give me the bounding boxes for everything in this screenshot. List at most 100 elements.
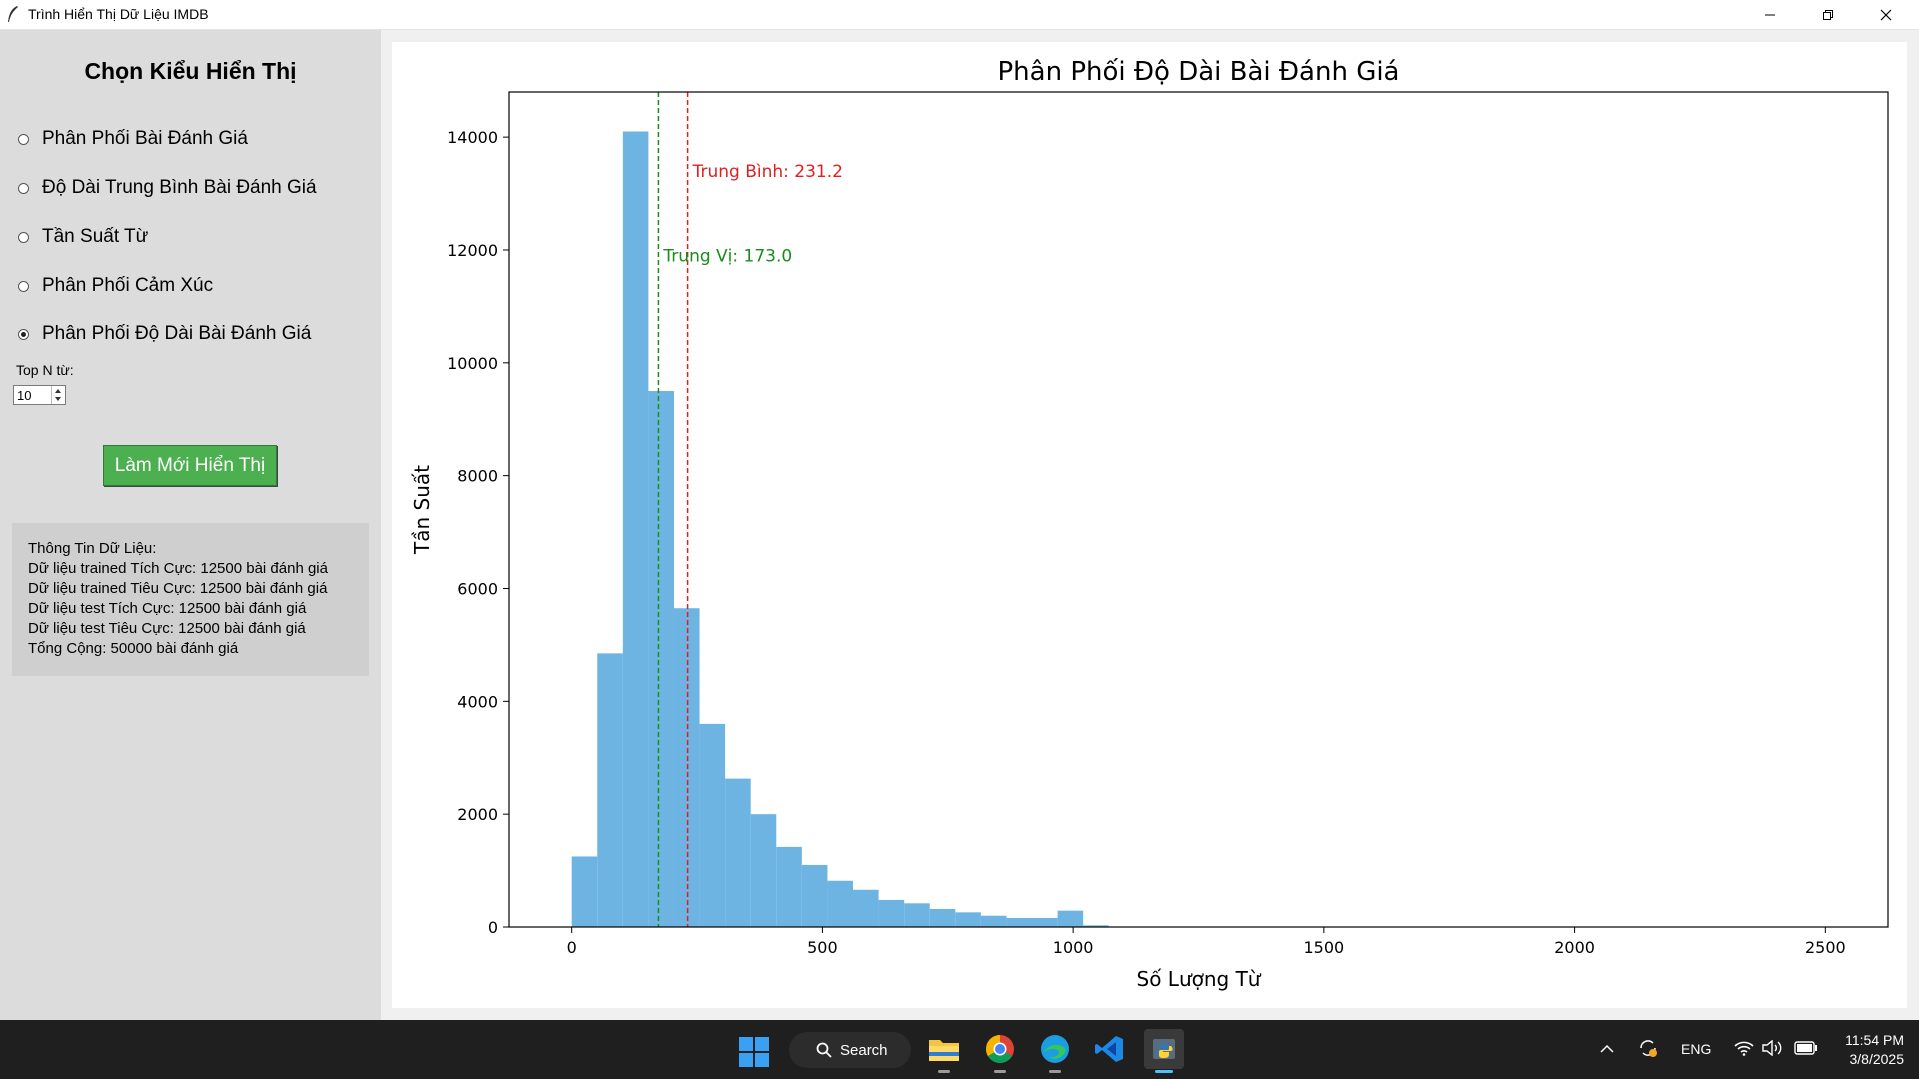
radio-label: Phân Phối Bài Đánh Giá — [42, 128, 248, 149]
control-panel: Chọn Kiểu Hiển Thị Phân Phối Bài Đánh Gi… — [0, 30, 381, 1020]
histogram-bar — [801, 864, 828, 927]
y-tick-label: 4000 — [457, 692, 498, 711]
info-line: Dữ liệu test Tích Cực: 12500 bài đánh gi… — [28, 600, 307, 617]
info-line: Dữ liệu trained Tích Cực: 12500 bài đánh… — [28, 560, 328, 577]
windows-start-icon[interactable] — [739, 1037, 769, 1067]
histogram-bar — [904, 903, 930, 927]
radio-label: Độ Dài Trung Bình Bài Đánh Giá — [42, 177, 317, 198]
y-tick-label: 6000 — [457, 579, 498, 598]
y-tick-label: 14000 — [447, 128, 498, 147]
bars-layer — [571, 131, 1135, 928]
x-tick-label: 1000 — [1053, 938, 1094, 957]
histogram-bar — [929, 908, 956, 927]
data-info-box: Thông Tin Dữ Liệu: Dữ liệu trained Tích … — [12, 523, 369, 676]
histogram-bar — [725, 778, 751, 927]
top-n-label: Top N từ: — [16, 362, 74, 378]
info-total: Tổng Cộng: 50000 bài đánh giá — [28, 640, 239, 657]
histogram-bar — [1006, 917, 1033, 927]
radio-button-selected[interactable] — [18, 328, 29, 340]
info-line: Dữ liệu trained Tiêu Cực: 12500 bài đánh… — [28, 580, 328, 597]
x-tick-label: 2500 — [1805, 938, 1846, 957]
spin-down-icon[interactable] — [55, 397, 61, 401]
battery-icon[interactable] — [1794, 1041, 1818, 1055]
radio-sentiment-distribution[interactable]: Phân Phối Cảm Xúc — [18, 272, 213, 300]
radio-label: Phân Phối Cảm Xúc — [42, 275, 214, 296]
radio-label: Tần Suất Từ — [42, 226, 149, 247]
running-indicator — [1049, 1070, 1061, 1073]
radio-button[interactable] — [18, 231, 29, 243]
y-tick-label: 2000 — [457, 805, 498, 824]
edge-icon[interactable] — [1035, 1029, 1075, 1073]
search-label: Search — [840, 1041, 888, 1059]
reference-line-label: Trung Bình: 231.2 — [692, 162, 843, 182]
x-tick-label: 1500 — [1304, 938, 1345, 957]
y-tick-label: 0 — [488, 918, 498, 937]
histogram-bar — [955, 912, 981, 927]
histogram-bar — [827, 880, 853, 927]
histogram-bar — [1032, 917, 1058, 927]
clock-time: 11:54 PM — [1845, 1032, 1904, 1048]
clock[interactable]: 11:54 PM 3/8/2025 — [1834, 1031, 1904, 1069]
spin-arrows[interactable] — [51, 386, 65, 404]
close-button[interactable] — [1857, 0, 1915, 29]
y-tick-label: 12000 — [447, 241, 498, 260]
chevron-up-icon[interactable] — [1600, 1044, 1614, 1054]
radio-word-frequency[interactable]: Tần Suất Từ — [18, 223, 148, 251]
radio-average-length[interactable]: Độ Dài Trung Bình Bài Đánh Giá — [18, 174, 317, 202]
title-bar: Trình Hiển Thị Dữ Liệu IMDB — [0, 0, 1919, 30]
histogram-bar — [648, 391, 674, 927]
radio-label: Phân Phối Độ Dài Bài Đánh Giá — [42, 323, 312, 344]
histogram-bar — [622, 131, 649, 928]
histogram-bar — [699, 723, 726, 927]
axes-frame — [508, 91, 1889, 928]
close-icon — [1880, 9, 1892, 20]
radio-length-distribution[interactable]: Phân Phối Độ Dài Bài Đánh Giá — [18, 320, 311, 348]
reference-line-label: Trung Vị: 173.0 — [662, 247, 792, 267]
histogram-bar — [1083, 925, 1109, 927]
search-icon — [816, 1042, 832, 1058]
info-line: Dữ liệu test Tiêu Cực: 12500 bài đánh gi… — [28, 620, 306, 637]
panel-title: Chọn Kiểu Hiển Thị — [84, 58, 297, 84]
radio-button[interactable] — [18, 133, 29, 145]
wifi-icon[interactable] — [1734, 1040, 1754, 1056]
python-app-icon[interactable] — [1144, 1029, 1184, 1073]
taskbar-search[interactable]: Search — [789, 1032, 911, 1068]
volume-icon[interactable] — [1762, 1040, 1784, 1056]
x-axis-label: Số Lượng Từ — [1137, 967, 1262, 991]
histogram-bar — [750, 814, 777, 927]
feather-icon — [8, 6, 18, 22]
file-explorer-icon[interactable] — [924, 1029, 964, 1073]
histogram-bar — [673, 608, 700, 927]
ticks-layer: 0 500 1000 1500 2000 2500 0 2000 4000 6000 8000 100… — [447, 128, 1846, 957]
x-tick-label: 2000 — [1554, 938, 1595, 957]
histogram-bar — [878, 899, 905, 927]
radio-button[interactable] — [18, 182, 29, 194]
sync-icon[interactable] — [1637, 1037, 1659, 1059]
refresh-display-button[interactable]: Làm Mới Hiển Thị — [103, 445, 277, 486]
language-indicator[interactable]: ENG — [1681, 1041, 1712, 1057]
clock-date: 3/8/2025 — [1849, 1051, 1905, 1067]
taskbar: Search — [0, 1020, 1919, 1079]
top-n-spinbox[interactable]: 10 — [13, 385, 66, 405]
chrome-icon[interactable] — [980, 1029, 1020, 1073]
vscode-icon[interactable] — [1089, 1029, 1129, 1069]
histogram-bar — [852, 889, 879, 927]
running-indicator — [938, 1070, 950, 1073]
y-axis-label: Tần Suất — [410, 465, 434, 555]
minimize-button[interactable] — [1741, 0, 1799, 29]
x-tick-label: 0 — [567, 938, 577, 957]
chart-title: Phân Phối Độ Dài Bài Đánh Giá — [997, 57, 1399, 87]
radio-button[interactable] — [18, 280, 29, 292]
histogram-bar — [776, 846, 802, 927]
chart-canvas: Trung Bình: 231.2 Trung Vị: 173.0 0 500 100… — [392, 42, 1907, 1008]
radio-review-distribution[interactable]: Phân Phối Bài Đánh Giá — [18, 125, 248, 153]
window-title: Trình Hiển Thị Dữ Liệu IMDB — [28, 6, 209, 22]
histogram-bar — [980, 915, 1007, 927]
restore-button[interactable] — [1799, 0, 1857, 29]
spin-up-icon[interactable] — [55, 389, 61, 393]
active-indicator — [1155, 1070, 1173, 1073]
histogram-chart: Trung Bình: 231.2 Trung Vị: 173.0 0 500 100… — [410, 57, 1889, 991]
minimize-icon — [1765, 14, 1775, 15]
top-n-value[interactable]: 10 — [17, 388, 32, 403]
histogram-bar — [597, 653, 623, 927]
